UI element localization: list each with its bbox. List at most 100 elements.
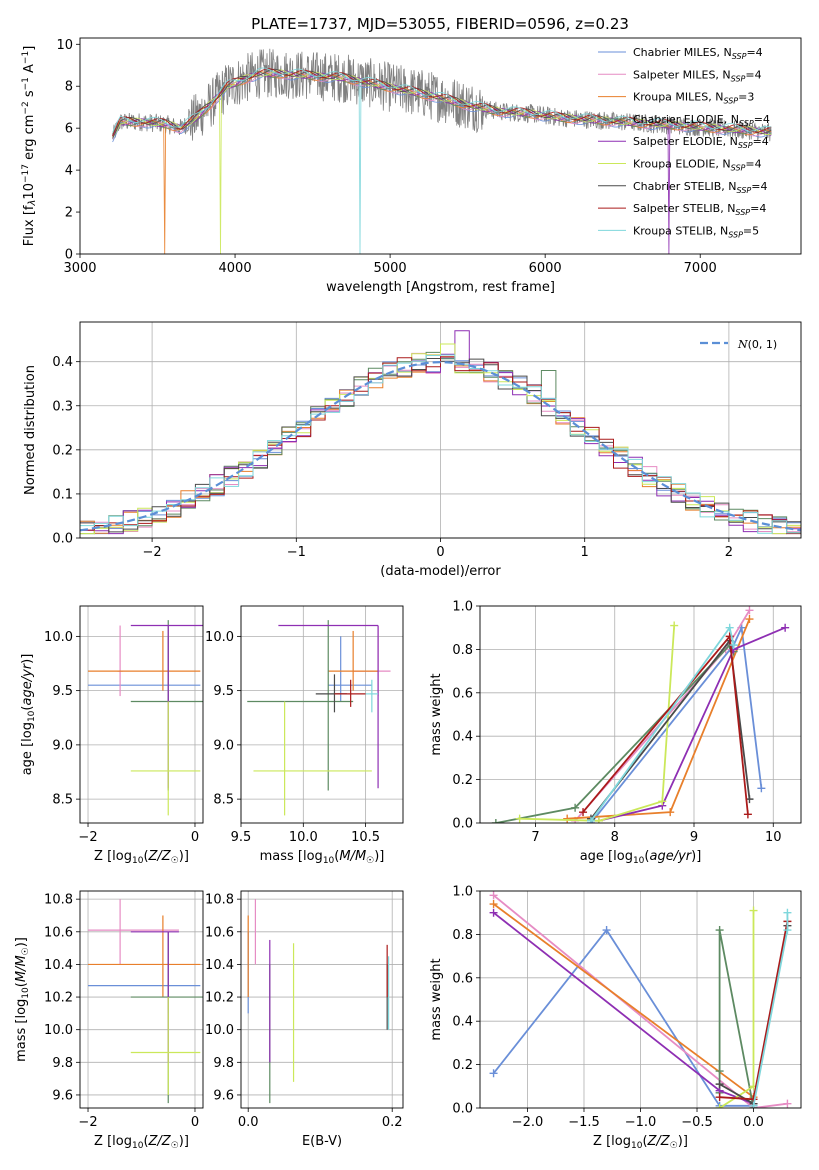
series-line [582, 634, 749, 815]
series-point [489, 908, 498, 917]
y-tick-label: 10.6 [44, 925, 73, 940]
x-tick-label: 0 [436, 545, 444, 560]
y-tick-label: 10.0 [205, 1023, 234, 1038]
x-axis-label: (data-model)/error [380, 564, 501, 579]
y-axis-label: mass [log10(M/M☉)] [14, 937, 31, 1062]
series-point [743, 810, 752, 819]
errorbar-salpeter-elodie [130, 624, 203, 789]
y-axis-label: Flux [fλ10−17 erg cm−2 s−1 A−1] [21, 46, 38, 247]
series-point [594, 816, 603, 823]
y-tick-label: 1.0 [452, 600, 473, 615]
figure-title: PLATE=1737, MJD=53055, FIBERID=0596, z=0… [251, 15, 629, 33]
grid [241, 891, 403, 1108]
y-tick-label: 9.5 [213, 684, 234, 699]
y-tick-label: 0.2 [452, 1058, 473, 1073]
panel-massweight-vs-Z: −2.0 −1.5 −1.0 −0.5 0.0 0.0 0.2 0.4 0.6 0.8 1.0 Z [… [429, 885, 802, 1151]
series-point [658, 797, 667, 806]
series-point [781, 623, 790, 632]
panel-massweight-vs-age: 7 8 9 10 0.0 0.2 0.4 0.6 0.8 1.0 age [log10(age/yr… [429, 600, 802, 866]
x-tick-label: −1.5 [568, 1115, 600, 1130]
series-chabrier-stelib [586, 636, 754, 823]
x-tick-label: 5000 [374, 261, 407, 276]
x-axis-label: Z [log10(Z/Z☉)] [593, 1134, 688, 1151]
x-axis-label: Z [log10(Z/Z☉)] [94, 849, 189, 866]
x-tick-label: 4000 [219, 261, 252, 276]
errorbar-chabrier-miles [88, 931, 201, 1014]
axes-frame [240, 605, 404, 824]
y-tick-label: 0.0 [452, 1102, 473, 1117]
y-tick-label: 10.4 [44, 958, 73, 973]
x-tick-label: −2 [78, 830, 97, 845]
legend: N(0, 1) [700, 338, 777, 351]
x-tick-label: 7 [531, 830, 539, 845]
y-tick-label: 8.5 [213, 793, 234, 808]
errorbar-kroupa-elodie [130, 701, 201, 816]
y-axis-label: Normed distribution [23, 365, 38, 495]
legend-label: Kroupa MILES, NSSP=3 [633, 91, 754, 106]
x-tick-label: 0 [191, 1115, 199, 1130]
legend: Chabrier MILES, NSSP=4 Salpeter MILES, NS… [598, 46, 770, 239]
y-tick-label: 0.2 [52, 443, 73, 458]
axes-frame [79, 37, 802, 255]
x-tick-label: 10.0 [289, 830, 318, 845]
series-line [493, 894, 788, 1108]
x-tick-label: −2 [143, 545, 162, 560]
plot-area [88, 899, 203, 1104]
x-tick-label: 9 [690, 830, 698, 845]
series-point [489, 900, 498, 909]
y-tick-label: 9.8 [52, 1056, 73, 1071]
series-point [715, 926, 724, 935]
x-tick-label: 10 [765, 830, 782, 845]
y-tick-label: 10.0 [205, 630, 234, 645]
x-tick-label: 7000 [684, 261, 717, 276]
series-point [757, 784, 766, 793]
y-tick-label: 2 [65, 206, 73, 221]
data-spectrum [112, 48, 772, 142]
axes-frame [79, 321, 802, 539]
series-point [783, 926, 792, 935]
errorbar-chabrier-miles [328, 636, 372, 702]
legend-label: Salpeter MILES, NSSP=4 [633, 68, 762, 83]
series-line [598, 626, 786, 822]
y-axis-label: mass weight [429, 673, 444, 755]
panel-mass-vs-ebv: 0.0 0.2 9.6 9.8 10.0 10.2 10.4 10.6 10.8 E(B-V) [205, 890, 404, 1149]
x-tick-label: 8 [611, 830, 619, 845]
model-spectrum-salpeter-elodie [112, 70, 772, 254]
x-tick-label: 6000 [529, 261, 562, 276]
series-point [715, 1067, 724, 1076]
grid [80, 891, 203, 1108]
axes-frame [479, 605, 802, 824]
series-kroupa-stelib [749, 908, 792, 1108]
x-tick-label: 1 [581, 545, 589, 560]
y-tick-label: 0.2 [452, 773, 473, 788]
y-tick-label: 6 [65, 122, 73, 137]
series-salpeter-elodie [594, 623, 790, 823]
series-point [783, 908, 792, 917]
plot-area [112, 48, 772, 254]
errorbar-chabrier-miles [88, 636, 201, 702]
y-tick-label: 10.4 [205, 958, 234, 973]
y-tick-label: 0.8 [452, 928, 473, 943]
normal-curve [80, 360, 801, 532]
y-tick-label: 9.5 [52, 684, 73, 699]
panel-age-vs-Z: −2 0 8.5 9.0 9.5 10.0 Z [log10(Z/Z☉)] age [log1… [20, 605, 204, 866]
y-tick-label: 10.8 [44, 893, 73, 908]
series-point [745, 606, 754, 615]
y-tick-label: 1.0 [452, 885, 473, 900]
plot-area [88, 620, 203, 816]
y-tick-label: 10.0 [44, 630, 73, 645]
errorbar-chabrier-elodie [247, 620, 354, 791]
y-tick-label: 0.4 [452, 730, 473, 745]
panel-mass-vs-Z: −2 0 9.6 9.8 10.0 10.2 10.4 10.6 10.8 Z [log10(Z/… [14, 890, 204, 1151]
errorbar-kroupa-elodie [253, 701, 372, 816]
x-tick-label: 0.2 [382, 1115, 403, 1130]
model-spectrum-chabrier-stelib [112, 68, 772, 139]
histogram-kroupa-stelib [80, 354, 801, 534]
series-point [491, 819, 500, 823]
x-tick-label: 0.0 [743, 1115, 764, 1130]
grid [240, 606, 403, 823]
x-axis-label: wavelength [Angstrom, rest frame] [326, 280, 555, 295]
model-spectrum-kroupa-stelib [112, 67, 772, 254]
grid [80, 606, 203, 823]
